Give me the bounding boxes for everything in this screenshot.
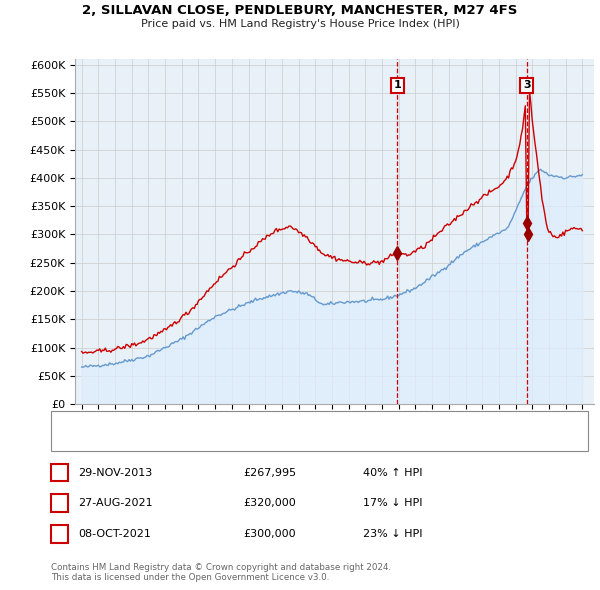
Text: £267,995: £267,995 — [243, 468, 296, 477]
Text: 3: 3 — [56, 529, 63, 539]
Text: 2, SILLAVAN CLOSE, PENDLEBURY, MANCHESTER, M27 4FS (detached house): 2, SILLAVAN CLOSE, PENDLEBURY, MANCHESTE… — [96, 418, 472, 428]
Text: 29-NOV-2013: 29-NOV-2013 — [78, 468, 152, 477]
Text: 2, SILLAVAN CLOSE, PENDLEBURY, MANCHESTER, M27 4FS: 2, SILLAVAN CLOSE, PENDLEBURY, MANCHESTE… — [82, 4, 518, 17]
Text: 1: 1 — [394, 80, 401, 90]
Text: £320,000: £320,000 — [243, 499, 296, 508]
Text: HPI: Average price, detached house, Salford: HPI: Average price, detached house, Salf… — [96, 435, 311, 445]
Text: 2: 2 — [56, 499, 63, 508]
Text: £300,000: £300,000 — [243, 529, 296, 539]
Text: Contains HM Land Registry data © Crown copyright and database right 2024.
This d: Contains HM Land Registry data © Crown c… — [51, 563, 391, 582]
Text: 1: 1 — [56, 468, 63, 477]
Text: 3: 3 — [523, 80, 530, 90]
Text: 27-AUG-2021: 27-AUG-2021 — [78, 499, 152, 508]
Text: 40% ↑ HPI: 40% ↑ HPI — [363, 468, 422, 477]
Text: 17% ↓ HPI: 17% ↓ HPI — [363, 499, 422, 508]
Text: Price paid vs. HM Land Registry's House Price Index (HPI): Price paid vs. HM Land Registry's House … — [140, 19, 460, 29]
Text: 08-OCT-2021: 08-OCT-2021 — [78, 529, 151, 539]
Text: 23% ↓ HPI: 23% ↓ HPI — [363, 529, 422, 539]
